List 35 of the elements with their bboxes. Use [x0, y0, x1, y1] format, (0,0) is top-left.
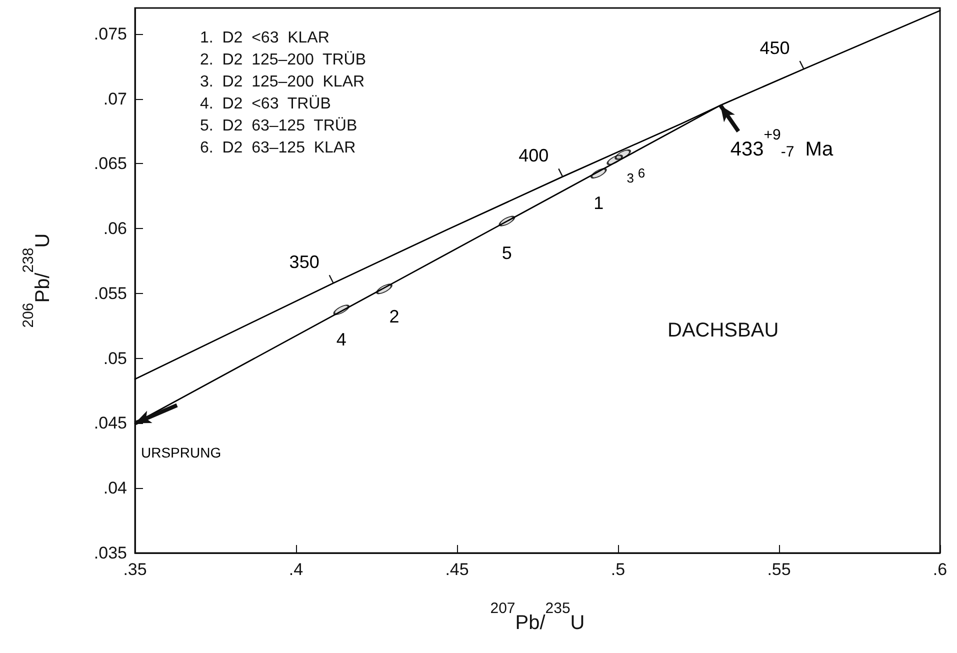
y-tick-label: .035 [94, 544, 127, 562]
y-tick-label: .06 [103, 219, 127, 238]
y-tick-label: .05 [103, 348, 127, 368]
annotation: 4. D2 <63 TRÜB [200, 94, 331, 112]
annotation: 433+9-7 Ma [730, 126, 834, 160]
text: DACHSBAU [668, 320, 779, 342]
annotation: 6 [638, 165, 646, 180]
annotation: 5 [502, 242, 512, 263]
x-tick-label: .35 [123, 560, 147, 579]
y-tick-label: .07 [103, 89, 127, 108]
x-axis-title: 207Pb/235U [490, 600, 585, 634]
y-tick-label: .04 [103, 478, 127, 498]
x-tick-label: .6 [932, 560, 948, 579]
x-tick-label: .45 [445, 560, 469, 579]
x-tick-label: .5 [610, 560, 626, 579]
annotation: 350 [289, 252, 320, 272]
annotation: 450 [760, 38, 790, 58]
annotation: 4 [336, 330, 346, 350]
annotation: 6. D2 63–125 KLAR [200, 140, 356, 156]
x-tick-label: .4 [288, 560, 304, 579]
annotation: URSPRUNG [141, 444, 222, 461]
annotation: 3 [626, 170, 634, 186]
annotation: 5. D2 63–125 TRÜB [200, 116, 358, 134]
annotation: 1. D2 <63 KLAR [200, 30, 330, 46]
x-tick-label: .55 [767, 560, 791, 579]
y-axis-title: 206Pb/238U [20, 233, 54, 328]
y-tick-label: .045 [94, 414, 127, 433]
y-tick-label: .075 [94, 24, 127, 44]
y-tick-label: .055 [94, 284, 127, 303]
annotation: 2 [389, 306, 400, 327]
y-tick-label: .065 [94, 154, 127, 174]
annotation: 400 [518, 146, 549, 166]
annotation: 1 [594, 193, 604, 214]
annotation: 2. D2 125–200 TRÜB [200, 50, 366, 68]
annotation: 3. D2 125–200 KLAR [200, 74, 365, 90]
